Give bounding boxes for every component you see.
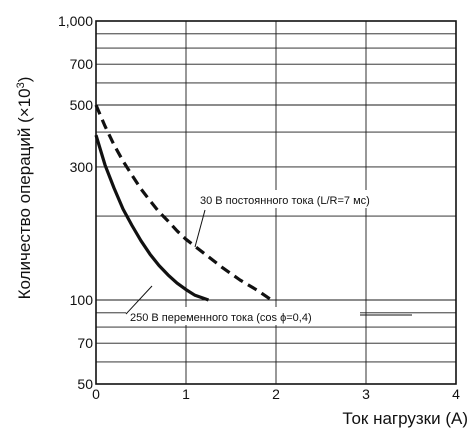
x-tick-label: 4 xyxy=(452,386,460,402)
x-tick-label: 3 xyxy=(362,386,370,402)
y-tick-label: 300 xyxy=(70,159,94,175)
ac-annotation-text: 250 В переменного тока (cos ϕ=0,4) xyxy=(130,312,312,324)
y-axis-label-sup: 3 xyxy=(15,82,27,88)
x-tick-label: 0 xyxy=(92,386,100,402)
y-tick-label: 70 xyxy=(77,335,93,351)
annotation-layer: 30 В постоянного тока (L/R=7 мс) 250 В пе… xyxy=(125,190,418,325)
tick-labels: 50 70 100 300 500 700 1,000 0 1 2 3 4 xyxy=(58,13,460,402)
y-tick-label: 700 xyxy=(70,56,94,72)
y-axis-label: Количество операций (×103) xyxy=(15,77,34,300)
x-tick-label: 1 xyxy=(182,386,190,402)
dc-30v-curve xyxy=(94,104,273,302)
dc-annotation-text: 30 В постоянного тока (L/R=7 мс) xyxy=(200,195,370,207)
ac-leader-line xyxy=(125,285,153,315)
dc-leader-line xyxy=(194,209,206,248)
y-tick-label: 100 xyxy=(70,292,94,308)
plot-frame xyxy=(95,20,457,385)
series-layer xyxy=(94,104,273,302)
dc-annotation-background xyxy=(196,190,418,208)
ac-annotation-background xyxy=(126,307,360,325)
y-tick-label: 1,000 xyxy=(58,13,93,29)
y-tick-label: 50 xyxy=(77,376,93,392)
x-tick-label: 2 xyxy=(272,386,280,402)
y-axis-label-close: ) xyxy=(15,77,34,83)
ac-250v-curve xyxy=(94,134,210,302)
y-axis-label-main: Количество операций (×10 xyxy=(15,88,34,299)
y-tick-label: 500 xyxy=(70,97,94,113)
x-axis-label: Ток нагрузки (A) xyxy=(342,409,468,428)
